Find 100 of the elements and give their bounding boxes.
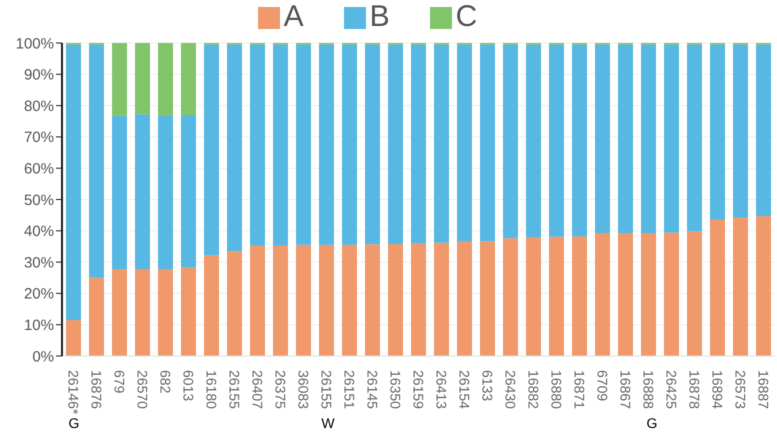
x-tick-label: 26154 [456, 370, 473, 410]
bar [135, 268, 150, 356]
y-tick-label: 100% [16, 35, 54, 52]
bar [181, 114, 196, 268]
bar [503, 44, 518, 238]
bar [365, 44, 380, 244]
y-tick-label: 80% [24, 98, 54, 115]
bar [733, 218, 748, 356]
bar [112, 116, 127, 269]
bar [664, 232, 679, 356]
bar [526, 44, 541, 238]
x-tick-label: 679 [112, 370, 128, 394]
bar [181, 43, 196, 115]
bar [572, 236, 587, 356]
bar [664, 44, 679, 233]
x-tick-label: 26570 [134, 370, 151, 410]
bar [503, 238, 518, 356]
bar [641, 232, 656, 356]
y-tick-label: 40% [24, 223, 54, 240]
bar [158, 115, 173, 269]
bar [710, 44, 725, 220]
x-tick-label: 26573 [732, 370, 749, 410]
bar [457, 241, 472, 356]
bar [319, 44, 334, 245]
bar [388, 44, 403, 244]
bar [434, 44, 449, 243]
legend-label: C [456, 0, 478, 33]
bar [319, 244, 334, 356]
bar [434, 242, 449, 356]
bar [572, 44, 587, 236]
x-tick-label: 26413 [434, 370, 450, 410]
y-tick-label: 30% [24, 254, 54, 272]
bar [457, 44, 472, 242]
bar [595, 232, 610, 356]
bar [66, 320, 81, 356]
bar [135, 43, 150, 114]
x-tick-label: 26146* [66, 370, 82, 415]
bar [135, 114, 150, 269]
y-tick-label: 10% [24, 317, 54, 334]
bar [687, 44, 702, 232]
bar [112, 43, 127, 116]
bar [89, 44, 104, 278]
x-tick-label: 36083 [296, 370, 312, 410]
bar [342, 244, 357, 356]
bar [296, 244, 311, 356]
text: G [646, 415, 658, 431]
bar [526, 237, 541, 356]
x-tick-label: 26145 [364, 370, 381, 410]
bar [733, 44, 748, 218]
bar [204, 255, 219, 356]
bar [227, 251, 242, 356]
bar [641, 44, 656, 233]
x-tick-label: 26407 [250, 370, 266, 410]
bar [204, 44, 219, 256]
x-tick-label: 26155 [226, 370, 243, 410]
legend-label: A [284, 0, 304, 33]
x-tick-label: 26151 [342, 370, 358, 410]
x-tick-label: 26375 [272, 370, 289, 410]
bar [296, 44, 311, 245]
y-tick-label: 50% [24, 192, 54, 209]
bar [250, 246, 265, 356]
bar [158, 268, 173, 356]
legend-label: B [370, 0, 390, 33]
bar [273, 246, 288, 356]
x-tick-label: 26425 [664, 370, 680, 410]
x-tick-label: 16880 [548, 370, 565, 410]
bar [388, 244, 403, 356]
bar [112, 268, 127, 356]
text: W [320, 415, 336, 431]
bar [618, 44, 633, 233]
bar [89, 278, 104, 356]
bar [756, 216, 771, 356]
x-tick-label: 682 [158, 370, 174, 394]
x-tick-label: 16871 [572, 370, 588, 410]
bar [480, 241, 495, 356]
bar [549, 44, 564, 237]
x-tick-label: 16894 [710, 370, 726, 410]
y-tick-label: 20% [24, 286, 54, 303]
x-tick-label: 16350 [388, 370, 404, 410]
x-tick-label: 26155 [318, 370, 335, 410]
bar [250, 44, 265, 246]
bar [411, 243, 426, 356]
bar [411, 44, 426, 244]
bar [342, 44, 357, 245]
x-tick-label: 6709 [594, 370, 611, 402]
x-tick-label: 26430 [502, 370, 519, 410]
x-tick-label: 16867 [618, 370, 634, 410]
x-tick-label: 16878 [686, 370, 703, 410]
x-tick-label: 6133 [480, 370, 496, 402]
bar [595, 44, 610, 233]
bar [710, 220, 725, 356]
y-tick-label: 70% [24, 129, 54, 146]
y-tick-label: 90% [24, 66, 54, 84]
bar [158, 43, 173, 116]
bar [756, 44, 771, 216]
x-tick-label: 26159 [410, 370, 427, 410]
bar [181, 267, 196, 356]
x-tick-label: 16888 [640, 370, 657, 410]
y-tick-label: 60% [24, 160, 54, 178]
x-tick-label: 16180 [204, 370, 220, 410]
